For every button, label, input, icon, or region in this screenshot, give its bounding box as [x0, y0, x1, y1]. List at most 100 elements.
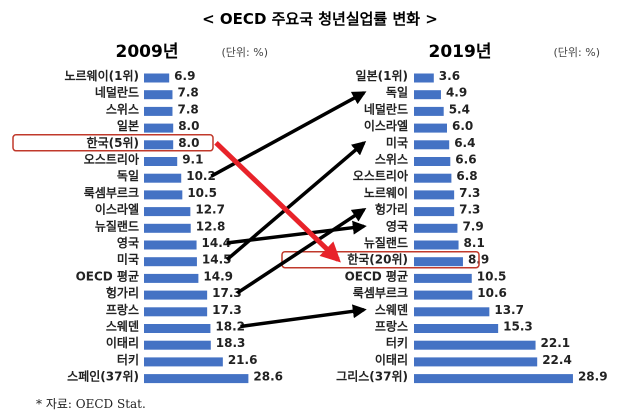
panel-unit-2009: (단위: %): [222, 46, 268, 59]
panel-year-2009: 2009년: [116, 42, 179, 62]
bar-0-스위스: [144, 106, 173, 116]
connector-헝가리: [236, 208, 367, 295]
bar-0-헝가리: [144, 290, 208, 300]
source-note: * 자료: OECD Stat.: [36, 397, 146, 411]
bar-0-한국-5위: [144, 140, 174, 150]
category-label-0-룩셈부르크: 룩셈부르크: [84, 185, 139, 200]
value-label-1-스웨덴: 13.7: [494, 303, 524, 317]
bar-0-터키: [144, 357, 223, 367]
panel-unit-2019: (단위: %): [554, 46, 600, 59]
bar-0-이태리: [144, 340, 211, 350]
bar-0-룩셈부르크: [144, 190, 183, 200]
category-label-1-스웨덴: 스웨덴: [375, 302, 408, 317]
category-label-1-이스라엘: 이스라엘: [364, 118, 408, 133]
value-label-1-터키: 22.1: [541, 336, 571, 350]
bar-0-이스라엘: [144, 207, 191, 217]
bar-1-터키: [414, 340, 536, 350]
value-label-1-이스라엘: 6.0: [452, 119, 473, 133]
bar-1-일본-1위: [414, 73, 434, 83]
bar-1-스위스: [414, 157, 451, 166]
value-label-0-프랑스: 17.3: [212, 303, 242, 317]
value-label-0-일본: 8.0: [178, 119, 199, 133]
category-label-1-룩셈부르크: 룩셈부르크: [353, 285, 408, 300]
category-label-0-OECD-평균: OECD 평균: [76, 269, 139, 283]
value-label-1-노르웨이: 7.3: [459, 186, 480, 200]
bar-1-노르웨이: [414, 190, 455, 200]
bar-1-헝가리: [414, 207, 455, 217]
category-label-1-영국: 영국: [386, 218, 408, 233]
value-label-0-스페인-37위: 28.6: [253, 370, 283, 384]
category-label-1-미국: 미국: [386, 135, 408, 150]
value-label-0-스웨덴: 18.2: [215, 320, 245, 334]
category-label-0-일본: 일본: [117, 119, 139, 133]
category-label-1-스위스: 스위스: [375, 153, 408, 167]
category-label-0-독일: 독일: [117, 169, 139, 183]
category-label-0-한국-5위: 한국(5위): [87, 135, 139, 150]
category-label-0-터키: 터키: [117, 352, 139, 367]
category-label-1-일본-1위: 일본(1위): [356, 69, 408, 83]
category-label-1-프랑스: 프랑스: [375, 320, 408, 334]
value-label-1-일본-1위: 3.6: [439, 69, 460, 83]
category-label-0-네덜란드: 네덜란드: [95, 85, 139, 100]
value-label-1-스위스: 6.6: [455, 153, 476, 167]
chart-title: < OECD 주요국 청년실업률 변화 >: [202, 10, 438, 28]
category-label-1-터키: 터키: [386, 335, 408, 350]
category-label-0-뉴질랜드: 뉴질랜드: [95, 218, 139, 233]
bar-1-독일: [414, 90, 441, 100]
bar-1-스웨덴: [414, 307, 490, 317]
value-label-0-한국-5위: 8.0: [178, 136, 199, 150]
value-label-0-OECD-평균: 14.9: [203, 269, 233, 283]
bar-1-오스트리아: [414, 173, 452, 183]
value-label-0-뉴질랜드: 12.8: [196, 219, 226, 233]
category-label-0-영국: 영국: [117, 235, 139, 250]
value-label-1-뉴질랜드: 8.1: [464, 236, 485, 250]
value-label-0-노르웨이-1위: 6.9: [174, 69, 195, 83]
category-label-1-이태리: 이태리: [375, 352, 408, 367]
bar-1-뉴질랜드: [414, 240, 459, 250]
category-label-1-네덜란드: 네덜란드: [364, 101, 408, 116]
category-label-1-뉴질랜드: 뉴질랜드: [364, 235, 408, 250]
value-label-0-스위스: 7.8: [177, 102, 198, 116]
category-label-1-오스트리아: 오스트리아: [353, 168, 408, 183]
connector-미국: [225, 140, 367, 262]
highlight-box-1: [281, 250, 480, 269]
highlight-box-0: [12, 134, 214, 152]
value-label-0-터키: 21.6: [228, 353, 258, 367]
value-label-1-독일: 4.9: [446, 86, 467, 100]
category-label-0-프랑스: 프랑스: [106, 303, 139, 317]
bar-1-프랑스: [414, 324, 499, 333]
value-label-0-네덜란드: 7.8: [177, 86, 198, 100]
bar-0-독일: [144, 173, 182, 183]
category-label-0-미국: 미국: [117, 252, 139, 267]
category-label-0-스위스: 스위스: [106, 102, 139, 116]
bar-0-뉴질랜드: [144, 223, 191, 233]
value-label-1-이태리: 22.4: [542, 353, 572, 367]
category-label-0-노르웨이-1위: 노르웨이(1위): [64, 68, 139, 83]
value-label-0-룩셈부르크: 10.5: [187, 186, 217, 200]
value-label-1-프랑스: 15.3: [503, 320, 533, 334]
value-label-1-오스트리아: 6.8: [456, 169, 477, 183]
value-label-0-오스트리아: 9.1: [182, 153, 203, 167]
bar-0-프랑스: [144, 307, 208, 317]
category-label-1-OECD-평균: OECD 평균: [345, 269, 408, 283]
bar-0-네덜란드: [144, 90, 173, 100]
category-label-1-그리스-37위: 그리스(37위): [336, 369, 408, 384]
bar-0-OECD-평균: [144, 273, 199, 283]
category-label-1-헝가리: 헝가리: [375, 202, 408, 217]
category-label-0-스웨덴: 스웨덴: [106, 319, 139, 334]
bar-0-오스트리아: [144, 157, 178, 166]
category-label-1-노르웨이: 노르웨이: [364, 185, 408, 200]
value-label-1-OECD-평균: 10.5: [477, 269, 507, 283]
connector-한국-5위: [214, 140, 341, 263]
bar-0-스페인-37위: [144, 374, 249, 384]
bar-1-룩셈부르크: [414, 290, 473, 300]
value-label-1-영국: 7.9: [462, 219, 483, 233]
value-label-1-룩셈부르크: 10.6: [477, 286, 507, 300]
bar-1-네덜란드: [414, 106, 444, 116]
value-label-0-영국: 14.4: [202, 236, 232, 250]
value-label-1-그리스-37위: 28.9: [578, 370, 608, 384]
value-label-0-독일: 10.2: [186, 169, 216, 183]
category-label-0-이태리: 이태리: [106, 335, 139, 350]
panel-2009: 노르웨이(1위) 6.9 네덜란드 7.8 스위스 7.8 일본 8.0 한국(5위) 8.0 오스…: [12, 68, 283, 384]
